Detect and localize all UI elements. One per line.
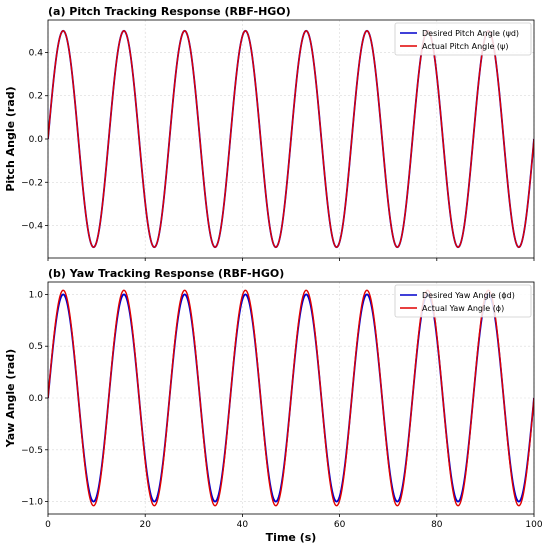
x-tick-label: 20 [139, 520, 151, 530]
series-line-1 [48, 289, 534, 507]
y-tick-label: 0.4 [29, 48, 44, 58]
y-tick-label: 0.5 [29, 342, 43, 352]
x-tick-label: 0 [45, 520, 51, 530]
y-tick-label: 0.0 [29, 394, 44, 404]
y-tick-label: −0.4 [21, 222, 43, 232]
y-tick-label: −0.2 [21, 178, 43, 188]
legend: Desired Yaw Angle (ϕd) Actual Yaw Angle (… [394, 284, 532, 318]
legend: Desired Pitch Angle (ψd) Actual Pitch Ang… [394, 22, 532, 56]
pitch-panel: −0.4 −0.2 0.0 0.2 0.4 (a) Pitch Tracking Resp… [4, 5, 535, 261]
series-line-1 [48, 30, 534, 248]
x-tick-label: 40 [237, 520, 249, 530]
yaw-panel: 0 20 40 60 80 100 −1.0 −0.5 0.0 0.5 1.0 (b) Yaw Tra… [4, 267, 543, 544]
y-tick-label: −0.5 [21, 446, 43, 456]
chart-title: (a) Pitch Tracking Response (RBF-HGO) [48, 5, 291, 18]
chart-title: (b) Yaw Tracking Response (RBF-HGO) [48, 267, 284, 280]
legend-entry-1: Actual Yaw Angle (ϕ) [422, 304, 504, 313]
legend-entry-1: Actual Pitch Angle (ψ) [422, 42, 508, 51]
x-tick-label: 100 [525, 520, 542, 530]
y-axis-label: Pitch Angle (rad) [4, 86, 17, 191]
x-axis-label: Time (s) [266, 531, 317, 544]
y-axis-label: Yaw Angle (rad) [4, 349, 17, 448]
legend-entry-0: Desired Yaw Angle (ϕd) [422, 291, 515, 300]
y-tick-label: 1.0 [29, 290, 44, 300]
y-tick-label: 0.0 [29, 135, 44, 145]
legend-box [394, 22, 532, 56]
legend-entry-0: Desired Pitch Angle (ψd) [422, 29, 519, 38]
legend-box [394, 284, 532, 318]
x-tick-label: 60 [334, 520, 346, 530]
y-tick-label: −1.0 [21, 498, 43, 508]
y-tick-label: 0.2 [29, 92, 43, 102]
x-tick-label: 80 [431, 520, 443, 530]
